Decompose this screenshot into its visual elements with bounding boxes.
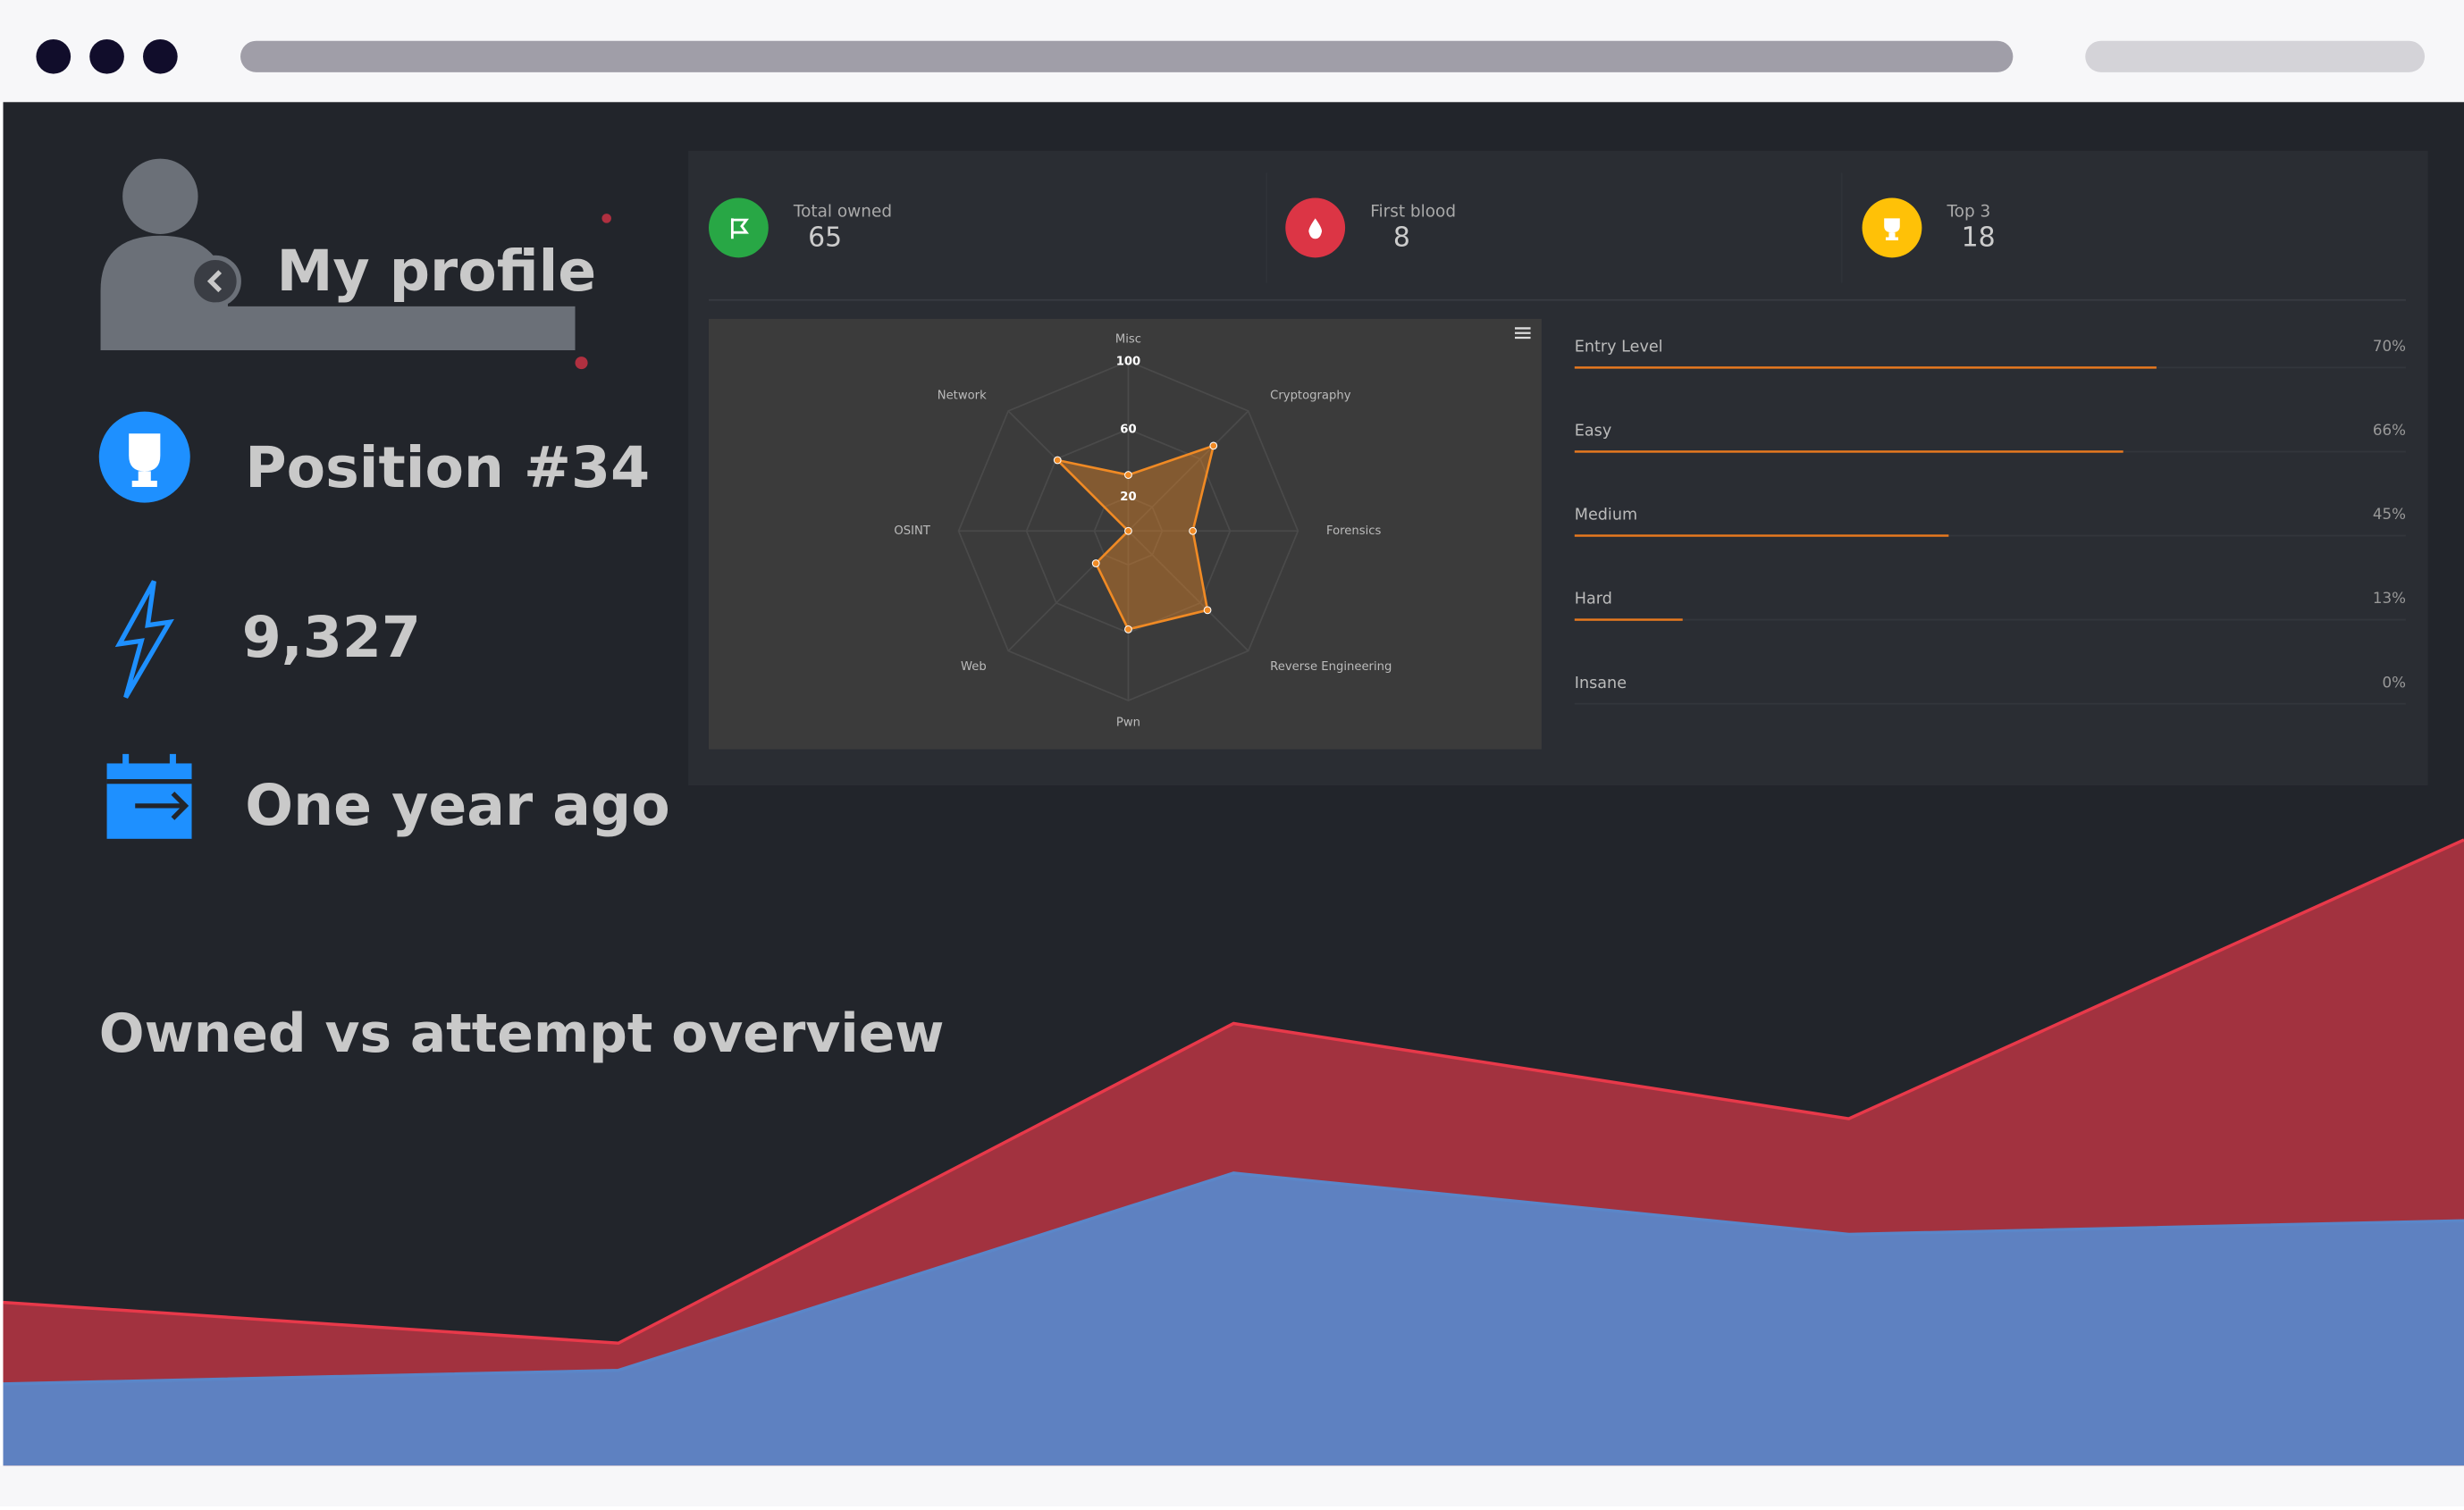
- bar-label: Easy: [1575, 423, 1611, 440]
- avatar: [100, 158, 611, 370]
- position: Position #34: [245, 434, 650, 500]
- bar-value: 66%: [2373, 421, 2406, 439]
- bar-value: 13%: [2373, 589, 2406, 607]
- spoke: [1127, 530, 1249, 652]
- stat-value: 18: [1962, 222, 1996, 254]
- window-dot[interactable]: [36, 38, 71, 74]
- area: [3, 1172, 2464, 1466]
- radar-point: [1124, 625, 1132, 633]
- difficulty-bars: Entry Level 70% Easy 66% Medium 45% Hard 13% Ins…: [1574, 337, 2406, 705]
- axis-label: Network: [938, 390, 987, 403]
- menu-button[interactable]: [1514, 327, 1531, 340]
- stat-icon: [708, 197, 1922, 258]
- window-dot[interactable]: [143, 38, 178, 74]
- area-chart: [3, 838, 2464, 1466]
- address-bar[interactable]: [240, 40, 2014, 72]
- axis-label: Reverse Engineering: [1270, 660, 1392, 674]
- radar-point: [1124, 471, 1132, 479]
- axis-label: Forensics: [1326, 524, 1382, 538]
- stat-value: 8: [1393, 222, 1410, 254]
- bar-label: Medium: [1575, 507, 1637, 524]
- axis-label: Pwn: [1116, 717, 1140, 730]
- y-tick-label: 60: [1120, 423, 1136, 436]
- bar: [1574, 534, 1949, 537]
- trophy-glyph: [129, 433, 161, 488]
- axis-label: Misc: [1115, 333, 1141, 347]
- radar-point: [1203, 606, 1212, 615]
- calendar-icon: [106, 753, 192, 839]
- points: 9,327: [242, 604, 421, 670]
- stat-value: 65: [808, 222, 842, 254]
- radar-point: [1209, 441, 1218, 450]
- bolt-icon: [114, 580, 174, 699]
- bar-label: Entry Level: [1575, 339, 1663, 357]
- stat-label: Total owned: [793, 202, 892, 221]
- radar-chart: Misc Cryptography Forensics Reverse Enginee…: [894, 333, 1392, 730]
- area-title: Owned vs attempt overview: [99, 1003, 945, 1065]
- bar-label: Insane: [1575, 675, 1627, 692]
- radar-point: [1124, 526, 1132, 535]
- spoke: [1127, 410, 1249, 532]
- axis-label: Cryptography: [1270, 390, 1351, 403]
- bar-value: 70%: [2373, 337, 2406, 355]
- axis-label: OSINT: [894, 524, 930, 538]
- area-line: [3, 838, 2464, 1346]
- radar-point: [1189, 526, 1198, 535]
- footer: [0, 1465, 2464, 1506]
- search-bar[interactable]: [2085, 40, 2426, 72]
- joined: One year ago: [245, 772, 669, 838]
- bar-value: 45%: [2373, 505, 2406, 523]
- axis-label: Web: [961, 660, 987, 674]
- bar-value: 0%: [2382, 673, 2405, 691]
- bar: [1574, 450, 2123, 453]
- bar: [1574, 366, 2157, 369]
- bar: [1574, 618, 1683, 621]
- window-dot[interactable]: [89, 38, 124, 74]
- stat-label: First blood: [1370, 202, 1456, 221]
- y-tick-label: 20: [1120, 491, 1136, 504]
- stat-label: Top 3: [1947, 202, 1991, 221]
- bar-label: Hard: [1575, 591, 1612, 608]
- radar-point: [1091, 559, 1100, 567]
- profile-title: My profile: [276, 238, 596, 304]
- radar-point: [1053, 456, 1062, 465]
- y-tick-label: 100: [1116, 355, 1141, 368]
- area-line: [3, 1171, 2464, 1386]
